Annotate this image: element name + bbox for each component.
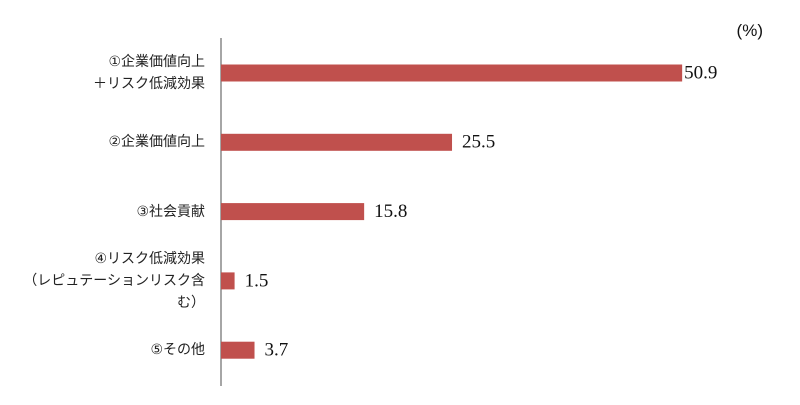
bar: [221, 203, 365, 221]
category-label: ⑤その他: [150, 342, 205, 359]
value-label: 3.7: [265, 340, 289, 361]
unit-label: (%): [737, 21, 763, 40]
bar: [221, 133, 453, 151]
bar: [221, 341, 255, 359]
value-label: 1.5: [245, 270, 269, 291]
category-label: ①企業価値向上 ＋リスク低減効果: [93, 54, 205, 92]
category-label: ③社会貢献: [136, 203, 205, 220]
value-label: 15.8: [374, 201, 407, 222]
value-label: 50.9: [684, 62, 717, 83]
category-label: ④リスク低減効果 （レピュテーションリスク含む）: [23, 250, 205, 311]
value-label: 25.5: [462, 132, 495, 153]
bar: [221, 64, 683, 82]
category-label: ②企業価値向上: [108, 134, 205, 151]
bar: [221, 272, 235, 290]
